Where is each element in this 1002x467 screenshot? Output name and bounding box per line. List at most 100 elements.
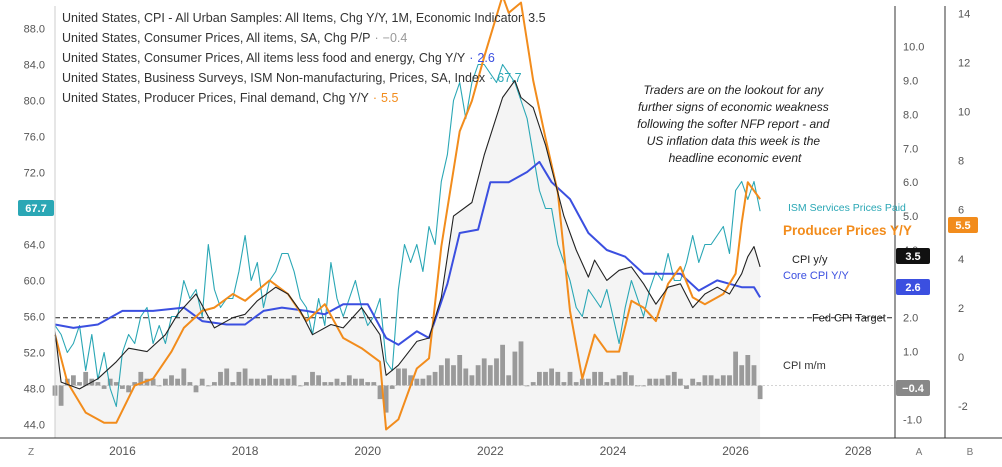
left-tick-7: 72.0 [24,168,45,180]
cpi-mm-bar-81 [549,368,554,386]
cpi-mm-bar-3 [71,375,76,386]
cpi-mm-bar-95 [635,385,640,387]
legend: United States, CPI - All Urban Samples: … [62,11,546,105]
cpi-mm-bar-29 [230,382,236,386]
cpi-mm-bar-111 [733,351,738,386]
b-tick-1: 0 [958,352,964,364]
left-tick-9: 80.0 [24,96,45,108]
cpi-mm-bar-46 [334,378,340,386]
cpi-mm-bar-101 [671,371,677,386]
cpi-mm-bar-96 [641,385,646,387]
cpi-mm-bar-37 [279,378,285,386]
cpi-mm-bar-56 [396,368,401,386]
cpi-mm-bar-7 [95,382,101,386]
a-tick-8: 7.0 [903,143,918,155]
b-tick-2: 2 [958,303,964,315]
cpi-mm-bar-61 [426,375,432,386]
cpi-mm-bar-9 [107,378,113,386]
annotation-line-1: Traders are on the lookout for any [643,83,824,97]
legend-row-cpi-mm: United States, Consumer Prices, All item… [62,31,407,45]
annotation-line-5: headline economic event [669,151,802,165]
b-tick-3: 4 [958,254,964,266]
cpi-mm-bar-50 [359,378,364,386]
legend-dot-ism: · [489,71,493,85]
cpi-mm-bar-41 [304,382,309,386]
cpi-mm-bar-55 [389,385,395,389]
badge-ppi: 5.5 [955,220,970,232]
badge-ppi-bg [948,217,978,233]
cpi-mm-bar-103 [684,385,689,389]
b-tick-6: 10 [958,107,970,119]
cpi-mm-bar-28 [224,368,230,386]
x-tick-1: 2018 [232,444,259,458]
left-tick-1: 48.0 [24,384,45,396]
cpi-mm-bar-58 [408,375,413,386]
cpi-mm-bar-91 [610,378,616,386]
x-tick-3: 2022 [477,444,504,458]
cpi-mm-bar-19 [169,375,174,386]
left-tick-8: 76.0 [24,132,45,144]
left-tick-5: 64.0 [24,240,45,252]
cpi-mm-bar-86 [579,378,585,386]
label-ppi: Producer Prices Y/Y [783,223,912,238]
legend-label-ism: United States, Business Surveys, ISM Non… [62,71,486,85]
annotation-text: Traders are on the lookout for any furth… [637,83,833,165]
cpi-mm-bar-77 [524,385,530,387]
cpi-mm-bar-73 [500,344,505,386]
cpi-mm-bar-24 [199,378,205,386]
cpi-mm-bar-47 [340,382,346,386]
badge-cpi-yy: 3.5 [905,251,920,263]
cpi-mm-bar-45 [328,382,334,386]
cpi-mm-bar-87 [586,378,591,386]
cpi-mm-bar-63 [438,365,444,386]
cpi-mm-bar-112 [739,365,745,386]
x-tick-6: 2028 [845,444,872,458]
cpi-mm-bar-102 [678,378,683,386]
badge-left-ism-bg [18,200,54,216]
cpi-mm-bar-76 [518,341,524,386]
x-tick-5: 2026 [722,444,749,458]
label-ism: ISM Services Prices Paid [788,202,906,214]
legend-label-cpi-yy: United States, CPI - All Urban Samples: … [62,11,522,25]
b-tick-4: 6 [958,205,964,217]
left-tick-3: 56.0 [24,312,45,324]
cpi-mm-bar-72 [494,358,499,386]
legend-value-core: 2.6 [477,51,494,65]
legend-value-cpi-mm: −0.4 [383,31,408,45]
cpi-mm-bar-22 [187,382,193,386]
cpi-mm-bar-26 [212,382,217,386]
a-tick-6: 5.0 [903,211,918,223]
corner-label-b: B [967,447,974,458]
cpi-mm-bar-69 [475,365,481,386]
badge-cpi-mm: −0.4 [902,383,925,395]
legend-row-core: United States, Consumer Prices, All item… [62,51,495,65]
cpi-mm-bar-12 [126,385,131,393]
cpi-mm-bar-54 [383,385,389,413]
legend-row-ppi: United States, Producer Prices, Final de… [62,91,398,105]
cpi-mm-bar-4 [77,382,82,386]
x-tick-2: 2020 [354,444,381,458]
cpi-mm-bar-100 [665,375,671,386]
cpi-mm-bar-60 [420,378,426,386]
cpi-mm-bar-35 [267,375,272,386]
b-tick-7: 12 [958,57,970,69]
label-core: Core CPI Y/Y [783,270,849,282]
cpi-mm-bar-83 [561,382,567,386]
annotation-line-4: US inflation data this week is the [647,134,821,148]
cpi-mm-bar-82 [555,371,561,386]
cpi-mm-bar-59 [414,378,420,386]
badge-cpi-mm-bg [896,380,930,396]
left-tick-4: 60.0 [24,276,45,288]
cpi-mm-bar-8 [101,385,107,389]
a-tick-9: 8.0 [903,109,918,121]
series-line-cpi_yy [54,79,761,390]
cpi-mm-bar-48 [346,375,352,386]
cpi-mm-bar-97 [647,378,653,386]
cpi-mm-bar-90 [604,382,610,386]
annotation-line-2: further signs of economic weakness [638,100,829,114]
cpi-mm-bar-30 [236,371,242,386]
cpi-mm-bar-44 [322,382,328,386]
badge-left-ism: 67.7 [25,203,46,215]
cpi-mm-bar-57 [402,368,407,386]
cpi-mm-bar-114 [751,365,757,386]
